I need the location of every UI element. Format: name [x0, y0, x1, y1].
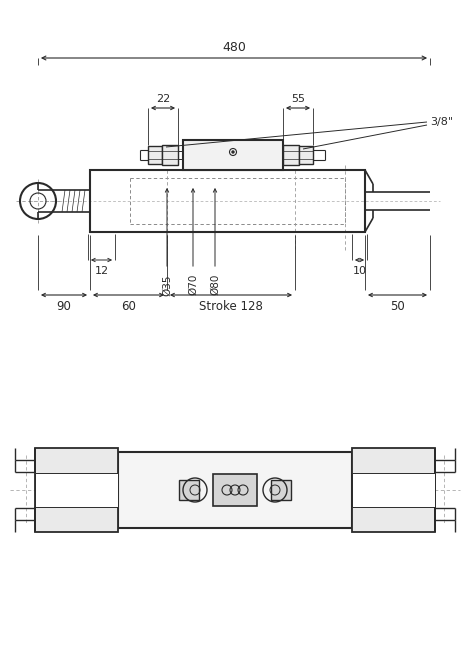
- Text: 3/8": 3/8": [430, 117, 453, 127]
- Bar: [90, 170, 365, 232]
- Circle shape: [232, 151, 234, 153]
- Bar: [352, 473, 435, 507]
- Bar: [183, 140, 283, 170]
- Bar: [213, 474, 257, 506]
- Text: 60: 60: [121, 300, 136, 313]
- Text: 90: 90: [57, 300, 72, 313]
- Text: Ø80: Ø80: [210, 274, 220, 295]
- Text: Ø35: Ø35: [162, 274, 172, 295]
- Bar: [299, 146, 313, 164]
- Text: 10: 10: [352, 266, 366, 276]
- Text: 50: 50: [390, 300, 405, 313]
- Bar: [118, 452, 352, 528]
- Bar: [148, 146, 162, 164]
- Bar: [35, 448, 118, 532]
- Bar: [283, 145, 299, 165]
- Text: Ø70: Ø70: [188, 274, 198, 295]
- Text: 22: 22: [156, 94, 170, 104]
- Text: 480: 480: [222, 41, 246, 54]
- Bar: [162, 145, 178, 165]
- Bar: [352, 448, 435, 532]
- Text: 12: 12: [94, 266, 108, 276]
- Text: 55: 55: [291, 94, 305, 104]
- Text: Stroke 128: Stroke 128: [199, 300, 263, 313]
- Bar: [271, 480, 291, 500]
- Bar: [35, 473, 118, 507]
- Bar: [179, 480, 199, 500]
